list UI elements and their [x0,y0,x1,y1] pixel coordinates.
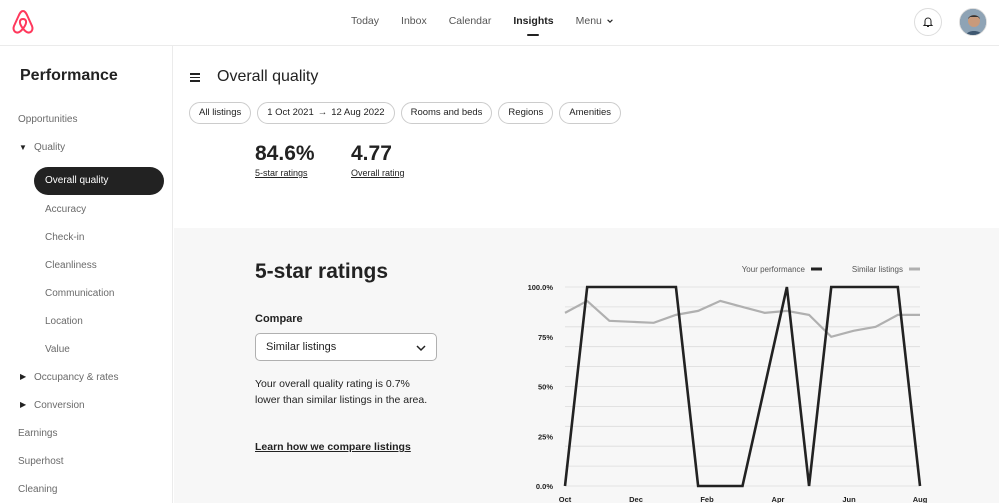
nav-today[interactable]: Today [351,15,380,27]
sidebar: Performance Opportunities ▼ Quality Over… [0,46,173,503]
sidebar-title: Performance [20,67,118,84]
compare-select-value: Similar listings [266,341,337,353]
section-title: 5-star ratings [255,260,389,283]
page-title: Overall quality [217,68,319,85]
chevron-down-icon [416,345,426,352]
airbnb-logo-icon[interactable] [11,9,35,35]
sidebar-item-opportunities[interactable]: Opportunities [18,114,78,125]
stat-overall-rating: 4.77 Overall rating [351,142,405,178]
filter-rooms-and-beds[interactable]: Rooms and beds [400,102,493,124]
filter-amenities[interactable]: Amenities [559,102,621,124]
caret-right-icon[interactable]: ▶ [20,400,27,409]
sidebar-item-conversion[interactable]: Conversion [34,400,85,411]
notifications-button[interactable] [914,8,942,36]
legend-label: Similar listings [852,265,903,274]
compare-select[interactable]: Similar listings [255,333,437,361]
sidebar-item-cleaning[interactable]: Cleaning [18,484,58,495]
y-tick-label: 0.0% [536,482,553,491]
sidebar-item-value[interactable]: Value [45,344,70,355]
stat-overall-rating-link[interactable]: Overall rating [351,168,405,178]
sidebar-item-checkin[interactable]: Check-in [45,232,85,243]
sidebar-item-accuracy[interactable]: Accuracy [45,204,87,215]
x-tick-label: Apr [772,495,785,503]
caret-down-icon[interactable]: ▼ [19,143,27,152]
sidebar-item-overall-quality[interactable]: Overall quality [34,167,164,195]
sidebar-item-earnings[interactable]: Earnings [18,428,58,439]
x-tick-label: Dec [629,495,643,503]
stat-five-star-link[interactable]: 5-star ratings [255,168,308,178]
ratings-line-chart: 100.0% 75% 50% 25% 0.0% Oct Dec Feb Apr Jun Aug You… [528,265,928,503]
filter-date-range[interactable]: 1 Oct 2021 → 12 Aug 2022 [257,102,395,124]
x-tick-label: Aug [913,495,928,503]
y-tick-label: 100.0% [528,283,554,292]
nav-insights[interactable]: Insights [502,0,564,46]
sidebar-item-quality[interactable]: Quality [34,142,66,153]
avatar-image-icon [960,9,986,35]
main-header-section: Overall quality All listings 1 Oct 2021 →… [174,46,999,228]
y-tick-label: 75% [538,333,553,342]
bell-icon [922,17,934,27]
nav-calendar[interactable]: Calendar [448,15,492,27]
series-line [564,299,920,338]
main-nav: Today Inbox Calendar Insights Menu [340,0,625,46]
series-line [563,285,922,488]
chevron-down-icon [607,19,613,24]
sidebar-item-location[interactable]: Location [45,316,83,327]
x-tick-label: Oct [559,495,572,503]
nav-menu-label: Menu [575,15,602,27]
x-tick-label: Feb [700,495,714,503]
filter-regions[interactable]: Regions [498,102,554,124]
filter-chips: All listings 1 Oct 2021 → 12 Aug 2022 Room… [189,102,621,124]
user-avatar[interactable] [959,8,987,36]
comparison-description: Your overall quality rating is 0.7% lowe… [255,378,428,406]
nav-inbox[interactable]: Inbox [401,15,427,27]
sidebar-item-occupancy[interactable]: Occupancy & rates [34,372,119,383]
sidebar-item-cleanliness[interactable]: Cleanliness [45,260,97,271]
y-tick-label: 50% [538,383,553,392]
y-tick-label: 25% [538,432,553,441]
sidebar-item-superhost[interactable]: Superhost [18,456,64,467]
stat-five-star-value: 84.6% [255,142,315,165]
hamburger-menu-icon[interactable] [190,73,200,82]
x-tick-label: Jun [842,495,856,503]
learn-compare-link[interactable]: Learn how we compare listings [255,441,411,453]
date-start: 1 Oct 2021 [267,107,314,118]
legend-label: Your performance [742,265,806,274]
stat-five-star: 84.6% 5-star ratings [255,142,315,178]
arrow-right-icon: → [317,107,328,118]
caret-right-icon[interactable]: ▶ [20,372,27,381]
date-end: 12 Aug 2022 [331,107,385,118]
stat-overall-rating-value: 4.77 [351,142,392,165]
filter-all-listings[interactable]: All listings [189,102,252,124]
compare-label: Compare [255,313,303,325]
ratings-section: 5-star ratings Compare Similar listings … [174,228,999,503]
top-nav-bar: Today Inbox Calendar Insights Menu [0,0,999,46]
sidebar-item-communication[interactable]: Communication [45,288,115,299]
nav-menu[interactable]: Menu [565,0,625,46]
